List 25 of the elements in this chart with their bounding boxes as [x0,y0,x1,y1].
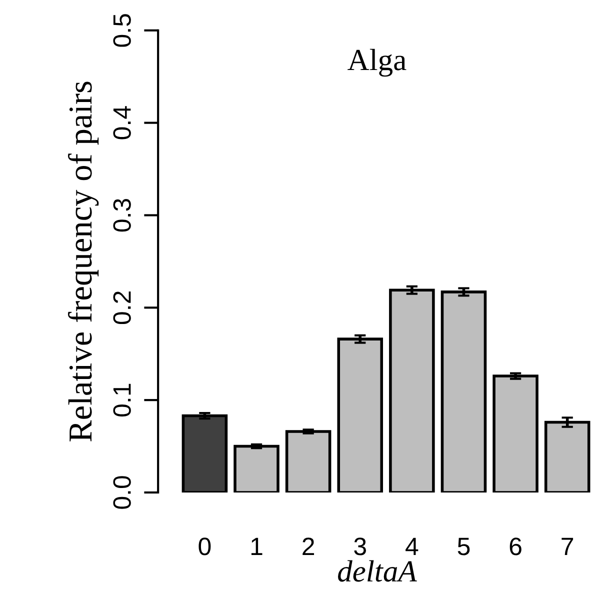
x-tick-label: 5 [458,538,470,556]
bar [492,374,538,492]
x-tick-label: 2 [302,538,314,556]
x-tick-label: 4 [406,538,418,556]
y-tick-label: 0.0 [113,476,131,509]
x-tick-label: 7 [562,538,574,556]
bar [234,444,280,492]
y-tick-label: 0.2 [113,292,131,324]
y-tick-label: 0.3 [113,198,131,232]
bar [389,288,435,492]
text: Alga [348,48,406,77]
y-axis-title: Relative frequency of pairs [68,82,99,442]
x-tick-label: 6 [510,538,522,556]
bar [440,290,487,492]
x-axis-title: deltaA [338,560,417,582]
y-tick-label: 0.5 [113,14,131,47]
bar [337,338,384,492]
bar [285,430,332,492]
y-tick-label: 0.1 [113,384,131,416]
x-tick-label: 3 [354,538,366,556]
x-tick-label: 1 [251,538,262,556]
bar [544,420,590,492]
bar [182,414,228,492]
x-tick-label: 0 [198,538,211,556]
y-tick-label: 0.4 [113,106,131,140]
